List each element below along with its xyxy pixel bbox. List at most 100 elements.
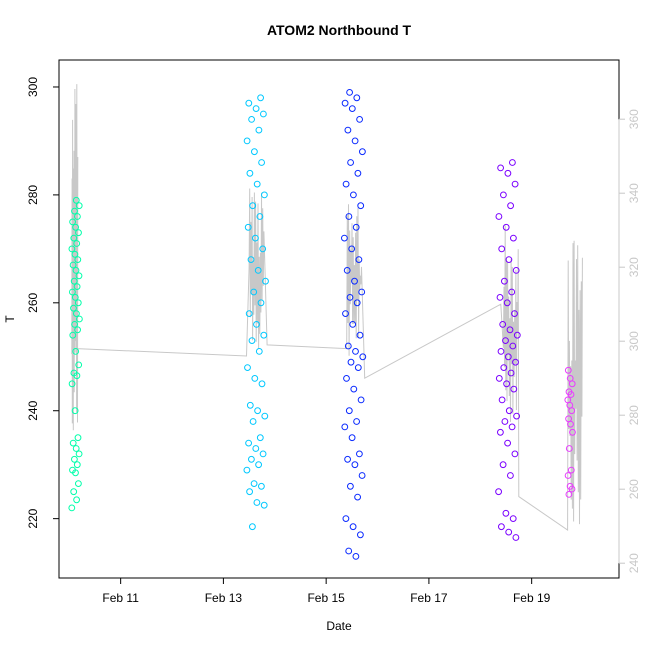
data-point [356,331,364,339]
data-point [250,288,258,296]
data-point [499,461,507,469]
data-point [259,245,267,253]
data-point [69,331,77,339]
data-point [507,472,514,479]
x-tick-label: Feb 19 [513,591,551,605]
data-point [243,137,251,145]
data-point [253,321,260,328]
y-left-tick-label: 240 [26,400,40,420]
data-point [565,388,573,396]
data-point [569,428,576,436]
y-right-tick-label: 300 [627,331,641,351]
data-point [499,321,507,328]
data-point [512,534,520,541]
data-point [508,288,516,296]
data-point [245,99,253,107]
data-point [510,385,518,393]
data-point [343,267,351,274]
data-point [68,504,76,512]
data-point [74,256,82,264]
data-point [251,375,259,382]
data-point [73,310,80,318]
y-left-tick-label: 260 [26,292,40,312]
x-tick-label: Feb 13 [205,591,243,605]
data-point [250,480,258,488]
data-point [356,450,363,458]
data-point [505,256,513,264]
data-point [70,369,78,377]
data-point [512,267,520,274]
data-point [255,461,263,469]
data-point [74,434,82,442]
data-point [351,137,359,145]
data-point [73,461,81,469]
data-point [498,245,506,253]
data-point [73,283,81,291]
data-point [256,434,264,442]
data-point [246,401,254,409]
data-point [72,348,80,355]
data-point [503,380,511,388]
data-point [509,515,517,522]
data-point [501,277,508,285]
data-point [71,407,79,415]
data-point [253,180,261,188]
data-point [70,488,78,496]
x-tick-label: Feb 15 [307,591,345,605]
data-point [346,294,354,301]
points-group [68,89,576,560]
data-point [502,509,510,517]
data-point [346,89,354,96]
y-right-tick-label: 240 [627,553,641,573]
data-point [70,234,78,242]
data-point [357,531,364,539]
data-point [258,482,265,490]
data-point [254,407,262,415]
data-point [498,396,506,404]
data-point [506,326,514,334]
data-point [252,234,259,242]
data-point [501,418,509,425]
data-point [257,94,265,102]
data-point [564,472,572,479]
data-point [72,267,80,274]
data-point [70,277,78,285]
data-point [502,337,509,345]
data-point [564,366,572,374]
data-point [345,547,353,555]
data-point [356,116,364,123]
data-point [509,342,517,350]
data-point [345,213,353,220]
data-point [69,439,77,447]
data-point [75,480,82,488]
data-point [72,223,79,231]
y-axis-label: T [3,315,17,323]
data-point [508,423,516,431]
data-point [349,321,357,328]
y-right-tick-label: 340 [627,183,641,203]
data-point [74,326,81,334]
data-point [253,499,261,506]
data-point [359,148,366,156]
data-point [252,105,260,112]
data-point [498,523,505,531]
data-point [262,277,269,285]
data-point [74,213,81,220]
data-point [70,304,77,312]
data-point [258,159,266,166]
data-point [245,310,253,318]
data-point [354,493,362,501]
data-point [243,466,251,474]
data-point [69,466,76,474]
data-point [341,234,348,242]
data-point [352,348,359,355]
data-point [258,380,266,388]
x-tick-label: Feb 11 [102,591,139,605]
data-point [511,180,519,188]
data-point [249,418,257,425]
data-point [566,482,574,490]
data-point [350,385,358,393]
data-point [71,321,78,328]
data-point [507,369,515,377]
